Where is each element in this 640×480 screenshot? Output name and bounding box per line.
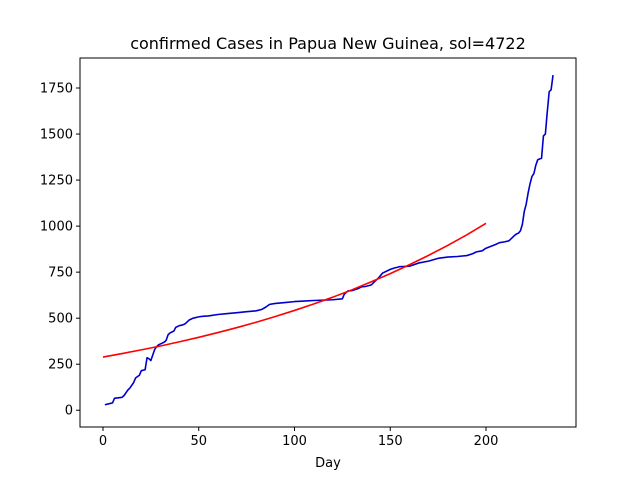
x-tick-label: 200 [474, 434, 499, 449]
plot-area-frame [79, 57, 577, 428]
y-tick-label: 1250 [40, 174, 73, 189]
y-tick-label: 0 [65, 404, 73, 419]
y-tick-label: 500 [48, 312, 73, 327]
y-tick-label: 250 [48, 358, 73, 373]
y-axis-ticks: 0 250 500 750 1000 1250 1500 1750 [40, 82, 80, 419]
series-line-1 [102, 222, 487, 358]
x-tick-label: 150 [378, 434, 403, 449]
y-tick-label: 1000 [40, 220, 73, 235]
x-axis-ticks: 0 50 100 150 200 [99, 427, 499, 449]
x-axis-title: Day [315, 456, 341, 471]
plot-series [102, 75, 554, 406]
x-tick-label: 100 [282, 434, 307, 449]
chart-title: confirmed Cases in Papua New Guinea, sol… [130, 34, 526, 53]
y-tick-label: 750 [48, 266, 73, 281]
x-tick-label: 0 [99, 434, 107, 449]
y-tick-label: 1750 [40, 82, 73, 97]
y-tick-label: 1500 [40, 128, 73, 143]
x-tick-label: 50 [190, 434, 207, 449]
